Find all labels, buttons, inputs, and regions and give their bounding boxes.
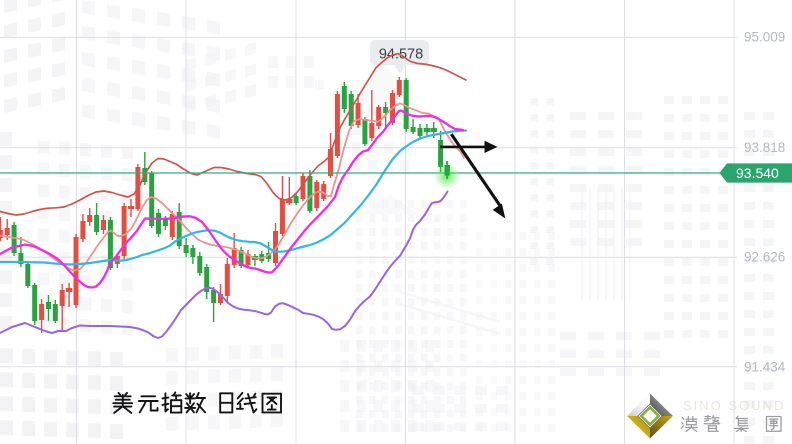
svg-text:91.434: 91.434 bbox=[744, 359, 786, 374]
svg-text:93.540: 93.540 bbox=[736, 165, 779, 181]
svg-text:95.009: 95.009 bbox=[744, 30, 785, 45]
svg-text:93.818: 93.818 bbox=[744, 140, 785, 155]
svg-text:SINO SOUND: SINO SOUND bbox=[683, 398, 785, 413]
svg-text:92.626: 92.626 bbox=[744, 250, 785, 265]
